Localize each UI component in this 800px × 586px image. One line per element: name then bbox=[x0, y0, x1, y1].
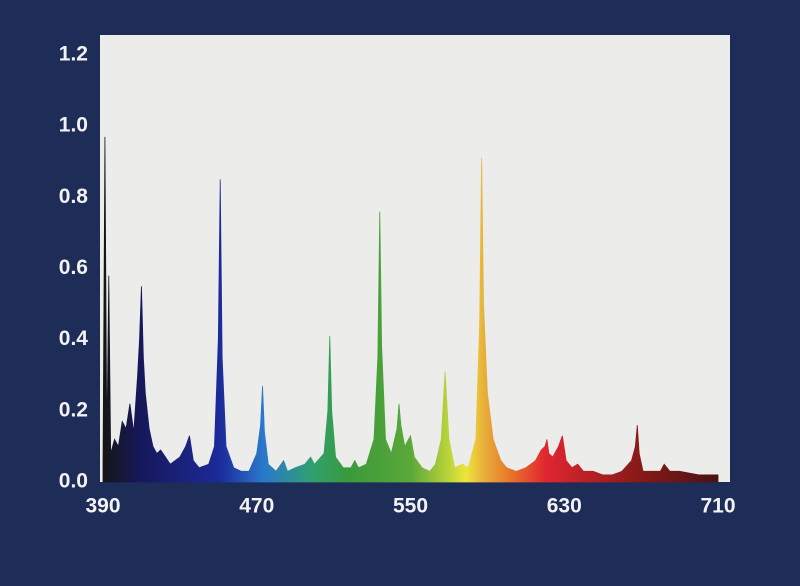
x-tick-label: 390 bbox=[85, 495, 120, 518]
y-tick-label: 1.0 bbox=[59, 114, 88, 137]
x-tick-label: 550 bbox=[393, 495, 428, 518]
x-tick-label: 470 bbox=[239, 495, 274, 518]
y-tick-label: 1.2 bbox=[59, 43, 88, 66]
plot-area bbox=[100, 35, 730, 482]
x-tick-label: 710 bbox=[700, 495, 735, 518]
y-tick-label: 0.2 bbox=[59, 398, 88, 421]
spectrum-area bbox=[102, 136, 719, 483]
y-tick-label: 0.8 bbox=[59, 185, 89, 208]
y-tick-label: 0.6 bbox=[59, 256, 88, 279]
x-tick-label: 630 bbox=[547, 495, 582, 518]
y-tick-label: 0.0 bbox=[59, 470, 88, 493]
y-tick-label: 0.4 bbox=[59, 327, 89, 350]
